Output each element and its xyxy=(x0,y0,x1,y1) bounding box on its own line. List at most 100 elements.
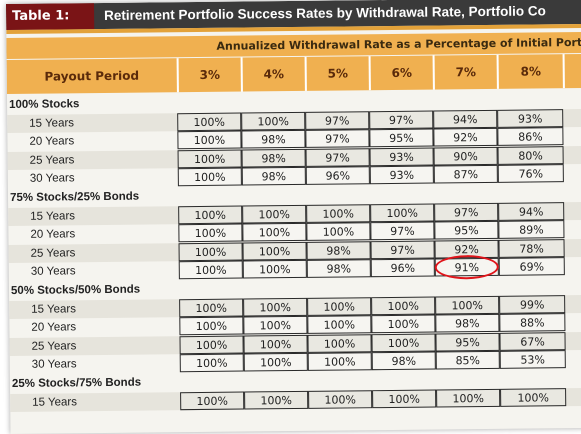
success-rate-cell: 53% xyxy=(499,350,566,370)
success-rate-cell: 100% xyxy=(179,298,244,317)
success-rate-cell: 69% xyxy=(498,257,565,277)
success-rate-cell: 100% xyxy=(242,260,307,279)
success-rate-cell: 97% xyxy=(434,202,499,222)
success-rate-cell: 100% xyxy=(371,333,436,352)
success-rate-cell: 93% xyxy=(369,165,434,185)
success-rate-cell: 100% xyxy=(242,204,307,224)
success-rate-cell: 97% xyxy=(305,147,370,167)
success-rate-cell: 95% xyxy=(369,128,434,148)
payout-period-label: 15 Years xyxy=(29,116,75,130)
success-rate-cell: 89% xyxy=(498,220,565,240)
success-rate-cell: 100% xyxy=(177,130,242,150)
table-number-tag: Table 1: xyxy=(6,3,95,30)
success-rate-cell: 100% xyxy=(371,314,436,334)
column-header-continuation xyxy=(562,53,581,89)
allocation-group-label: 100% Stocks xyxy=(8,98,80,111)
success-rate-cell: 100% xyxy=(179,316,244,336)
success-rate-cell: 87% xyxy=(433,165,498,184)
success-rate-cell: 100% xyxy=(177,149,242,169)
success-rate-cell: 100% xyxy=(500,387,567,407)
payout-period-label: 15 Years xyxy=(31,302,77,316)
success-rate-cell: 97% xyxy=(370,221,435,241)
success-rate-cell: 100% xyxy=(435,295,500,315)
allocation-group-label: 75% Stocks/25% Bonds xyxy=(9,190,140,204)
success-rate-cell: 85% xyxy=(435,351,500,370)
column-header-rate: 7% xyxy=(432,54,497,90)
table-sheet: Table 1: Retirement Portfolio Success Ra… xyxy=(6,0,581,434)
success-rate-cell: 96% xyxy=(305,166,370,186)
success-rate-cell: 97% xyxy=(305,129,370,149)
success-rate-cell: 100% xyxy=(178,260,243,280)
success-rate-cell: 98% xyxy=(371,351,436,371)
column-header-row: Payout Period 3% 4% 5% 6% 7% 8% xyxy=(6,53,581,94)
payout-period-label: 25 Years xyxy=(30,247,76,260)
column-header-rate: 3% xyxy=(176,57,241,93)
success-rate-cell: 91% xyxy=(434,258,499,277)
column-header-rate: 4% xyxy=(240,56,305,92)
success-rate-cell: 100% xyxy=(306,222,371,242)
success-rate-cell: 100% xyxy=(307,296,372,316)
success-rate-cell: 100% xyxy=(242,241,307,261)
success-rate-cell: 98% xyxy=(241,148,306,168)
success-rate-cell: 100% xyxy=(370,203,435,222)
success-rate-cell: 93% xyxy=(497,108,564,128)
success-rate-cell: 100% xyxy=(242,223,307,242)
success-rate-cell: 97% xyxy=(369,110,434,129)
success-rate-cell: 100% xyxy=(178,223,243,243)
success-rate-cell: 100% xyxy=(243,353,308,372)
payout-period-label: 30 Years xyxy=(30,265,76,279)
success-rate-cell: 99% xyxy=(499,294,566,314)
success-rate-cell: 100% xyxy=(178,205,243,224)
success-rate-cell: 100% xyxy=(307,315,372,335)
payout-period-label: 15 Years xyxy=(32,395,77,409)
success-rate-cell: 95% xyxy=(435,332,500,352)
column-header-rate: 6% xyxy=(368,55,433,91)
success-rate-cell: 95% xyxy=(434,221,499,240)
success-rate-cell: 86% xyxy=(497,127,564,147)
success-rate-cell: 98% xyxy=(435,314,500,333)
success-rate-cell: 100% xyxy=(307,352,372,372)
success-rate-cell: 80% xyxy=(497,145,564,165)
success-rate-cell: 98% xyxy=(241,130,306,149)
success-rate-cell: 100% xyxy=(244,390,309,410)
success-rate-cell: 100% xyxy=(177,112,242,131)
success-rate-cell: 100% xyxy=(177,167,242,187)
success-rate-cell: 96% xyxy=(370,258,435,278)
success-rate-cell: 100% xyxy=(243,334,308,354)
payout-period-label: 30 Years xyxy=(29,172,75,186)
success-rate-cell: 100% xyxy=(307,333,372,353)
column-header-rate: 8% xyxy=(496,54,563,89)
success-rate-cell: 76% xyxy=(497,164,564,184)
success-rate-cell: 98% xyxy=(306,240,371,260)
success-rate-cell: 97% xyxy=(370,240,435,259)
allocation-group-label: 25% Stocks/75% Bonds xyxy=(11,376,142,390)
payout-period-label: 20 Years xyxy=(29,135,75,148)
success-rate-cell: 97% xyxy=(305,110,370,130)
success-rate-cell: 100% xyxy=(179,353,244,373)
success-rate-cell: 94% xyxy=(433,109,498,129)
allocation-group-label: 50% Stocks/50% Bonds xyxy=(10,283,141,297)
success-rate-cell: 100% xyxy=(371,296,436,315)
success-rate-cell: 78% xyxy=(498,238,565,258)
success-rate-cell: 67% xyxy=(499,331,566,351)
payout-period-label: 20 Years xyxy=(30,228,76,241)
annualized-header: Annualized Withdrawal Rate as a Percenta… xyxy=(216,35,581,53)
success-rate-cell: 98% xyxy=(306,259,371,279)
column-header-payout-period: Payout Period xyxy=(44,68,140,84)
success-rate-cell: 92% xyxy=(433,128,498,147)
payout-period-label: 30 Years xyxy=(31,358,77,372)
success-rate-cell: 100% xyxy=(178,242,243,262)
success-rate-cell: 100% xyxy=(306,203,371,223)
success-rate-cell: 90% xyxy=(433,146,498,166)
success-rate-cell: 93% xyxy=(369,147,434,166)
success-rate-cell: 94% xyxy=(498,201,565,221)
success-rate-cell: 92% xyxy=(434,239,499,259)
payout-period-label: 25 Years xyxy=(31,340,77,353)
payout-period-label: 15 Years xyxy=(30,209,76,223)
success-rate-cell: 100% xyxy=(179,335,244,354)
success-rate-cell: 88% xyxy=(499,313,566,333)
success-rate-cell: 100% xyxy=(372,389,437,408)
payout-period-label: 20 Years xyxy=(31,321,77,334)
success-rate-cell: 100% xyxy=(241,111,306,131)
column-header-rate: 5% xyxy=(304,56,369,91)
